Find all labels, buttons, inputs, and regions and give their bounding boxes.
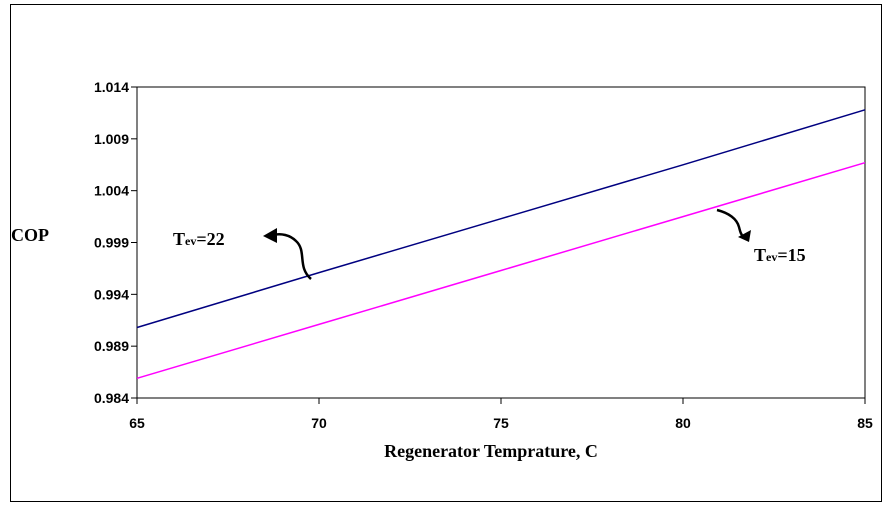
x-tick-label: 70 [311,415,327,431]
x-tick-label: 65 [129,415,145,431]
series-label-tev22-sub: ev [185,234,196,248]
series-label-tev15-sub: ev [766,250,777,264]
series-label-tev22-rest: =22 [196,229,224,249]
x-tick-label: 80 [675,415,691,431]
series-label-tev15-rest: =15 [777,245,805,265]
x-axis-title: Regenerator Temprature, C [384,441,598,461]
series-label-tev15-main: T [754,245,766,265]
series-label-tev15: Tev=15 [754,245,806,265]
line-chart: 0.984 0.989 0.994 0.999 1.004 1.009 1.014 65 70… [11,5,883,503]
y-axis-title: COP [11,225,49,245]
y-tick-label: 1.004 [94,183,129,199]
y-tick-label: 1.014 [94,79,129,95]
y-tick-label: 0.994 [94,286,129,302]
x-tick-label: 75 [493,415,509,431]
y-tick-label: 0.984 [94,390,129,406]
y-tick-label: 0.999 [94,235,129,251]
series-label-tev22: Tev=22 [173,229,225,249]
chart-frame: 0.984 0.989 0.994 0.999 1.004 1.009 1.014 65 70… [10,4,882,502]
y-tick-label: 0.989 [94,338,129,354]
x-tick-label: 85 [857,415,873,431]
y-tick-label: 1.009 [94,131,129,147]
plot-area [137,87,865,398]
series-label-tev22-main: T [173,229,185,249]
